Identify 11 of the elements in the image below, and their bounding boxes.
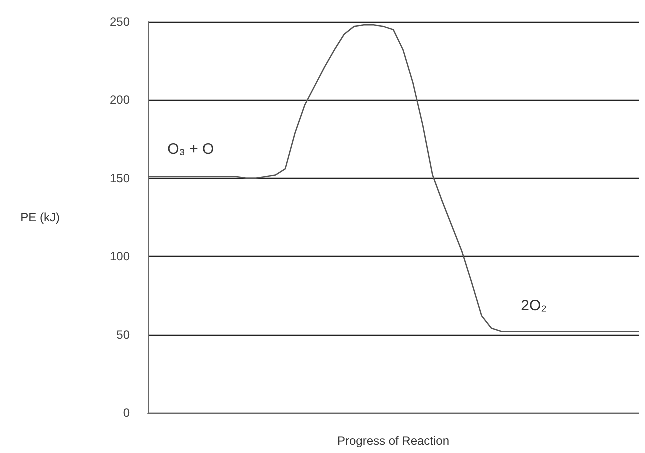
y-tick-label: 200 [110, 93, 130, 108]
annotation: O₃ + O [168, 141, 214, 158]
x-axis-title: Progress of Reaction [337, 434, 450, 448]
y-tick-label: 50 [116, 328, 130, 342]
annotation: 2O₂ [521, 297, 548, 314]
y-tick-label: 100 [110, 250, 130, 264]
y-axis-title: PE (kJ) [20, 210, 60, 224]
y-tick-label: 250 [110, 15, 130, 29]
line-series [147, 24, 640, 332]
y-tick-label: 0 [123, 406, 130, 420]
y-tick-label: 150 [110, 171, 130, 186]
